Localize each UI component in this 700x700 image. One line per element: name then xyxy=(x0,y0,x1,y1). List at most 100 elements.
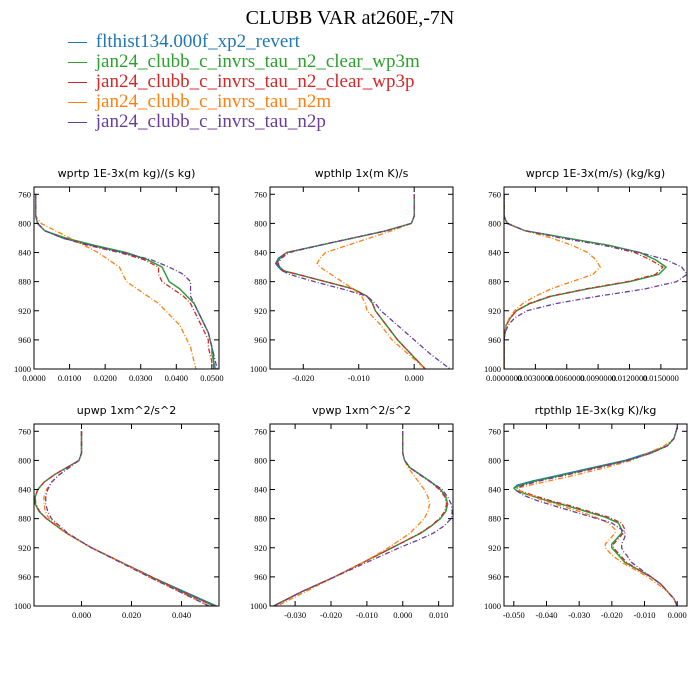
legend-label-4: jan24_clubb_c_invrs_tau_n2m xyxy=(95,91,332,112)
series-line-5 xyxy=(35,194,218,369)
x-tick-label: 0.000 xyxy=(393,610,412,620)
x-tick-label: 0.000 xyxy=(72,610,91,620)
y-tick-label: 840 xyxy=(488,248,501,258)
x-tick-label: 0.040 xyxy=(172,610,191,620)
x-tick-label: 0.0030000 xyxy=(517,373,553,383)
x-tick-label: 0.0090000 xyxy=(580,373,616,383)
legend-symbol-4: — xyxy=(67,91,88,112)
panel-frame xyxy=(503,423,688,607)
legend-entry-2: — jan24_clubb_c_invrs_tau_n2_clear_wp3m xyxy=(67,51,420,72)
y-tick-label: 800 xyxy=(18,218,31,228)
legend-label-5: jan24_clubb_c_invrs_tau_n2p xyxy=(95,111,326,132)
y-tick-label: 920 xyxy=(18,543,31,553)
legend-symbol-3: — xyxy=(67,71,88,92)
y-tick-label: 1000 xyxy=(484,364,501,374)
x-tick-label: -0.030 xyxy=(284,610,306,620)
legend-entry-3: — jan24_clubb_c_invrs_tau_n2_clear_wp3p xyxy=(67,71,414,92)
y-tick-label: 920 xyxy=(18,306,31,316)
y-tick-label: 760 xyxy=(18,189,31,199)
legend: — flthist134.000f_xp2_revert — jan24_clu… xyxy=(67,31,420,132)
y-tick-label: 840 xyxy=(254,248,267,258)
series-line-4 xyxy=(516,427,678,606)
series-line-5 xyxy=(45,431,210,606)
x-tick-label: 0.0150000 xyxy=(643,373,679,383)
y-tick-label: 800 xyxy=(254,455,267,465)
y-tick-label: 800 xyxy=(488,218,501,228)
y-tick-label: 840 xyxy=(488,485,501,495)
series-line-4 xyxy=(35,194,197,369)
figure-title: CLUBB VAR at260E,-7N xyxy=(246,7,455,29)
x-tick-label: 0.000 xyxy=(405,373,424,383)
panel-frame xyxy=(33,423,220,607)
y-tick-label: 840 xyxy=(254,485,267,495)
x-tick-label: 0.000 xyxy=(668,610,687,620)
y-tick-label: 920 xyxy=(254,543,267,553)
y-tick-label: 920 xyxy=(254,306,267,316)
series-line-5 xyxy=(277,194,451,369)
x-tick-label: 0.0300 xyxy=(129,373,152,383)
panel-title: rtpthlp 1E-3x(kg K)/kg xyxy=(535,404,657,417)
legend-entry-4: — jan24_clubb_c_invrs_tau_n2m xyxy=(67,91,331,112)
panel-title: wpthlp 1x(m K)/s xyxy=(315,167,409,180)
y-tick-label: 760 xyxy=(254,189,267,199)
y-tick-label: 760 xyxy=(488,189,501,199)
panel-frame xyxy=(269,186,454,370)
panel-title: vpwp 1xm^2/s^2 xyxy=(312,404,411,417)
y-tick-label: 1000 xyxy=(14,601,31,611)
x-tick-label: 0.0120000 xyxy=(611,373,647,383)
x-tick-label: -0.040 xyxy=(535,610,557,620)
x-tick-label: -0.010 xyxy=(634,610,656,620)
series-line-4 xyxy=(504,194,601,369)
series-line-4 xyxy=(276,431,431,606)
y-tick-label: 960 xyxy=(488,335,501,345)
y-tick-label: 840 xyxy=(18,248,31,258)
panel-lines xyxy=(35,194,218,369)
x-tick-label: 0.0000 xyxy=(22,373,45,383)
panel-lines xyxy=(513,427,678,606)
x-tick-label: 0.0060000 xyxy=(549,373,585,383)
legend-entry-5: — jan24_clubb_c_invrs_tau_n2p xyxy=(67,111,326,132)
panel-lines xyxy=(504,194,687,369)
x-tick-label: -0.020 xyxy=(320,610,342,620)
x-tick-label: -0.020 xyxy=(292,373,314,383)
y-tick-label: 1000 xyxy=(14,364,31,374)
y-tick-label: 960 xyxy=(254,335,267,345)
x-tick-label: 0.010 xyxy=(429,610,448,620)
panel-6: rtpthlp 1E-3x(kg K)/kg 760 800 840 880 920 960… xyxy=(484,404,688,620)
y-tick-label: 880 xyxy=(18,514,31,524)
x-tick-label: 0.020 xyxy=(122,610,141,620)
panel-frame xyxy=(269,423,454,607)
series-line-5 xyxy=(273,431,453,606)
y-tick-label: 760 xyxy=(18,426,31,436)
x-tick-label: 0.0200 xyxy=(93,373,116,383)
y-tick-label: 960 xyxy=(254,572,267,582)
series-line-5 xyxy=(504,194,687,369)
series-line-5 xyxy=(516,427,678,606)
y-tick-label: 800 xyxy=(254,218,267,228)
panel-4: upwp 1xm^2/s^2 760 800 840 880 920 960 1000 0.00… xyxy=(14,404,220,620)
panels: wprtp 1E-3x(m kg)/(s kg) 760 800 840 880 920 9… xyxy=(14,167,688,620)
x-tick-label: -0.020 xyxy=(601,610,623,620)
x-tick-label: -0.010 xyxy=(348,373,370,383)
panel-title: upwp 1xm^2/s^2 xyxy=(77,404,177,417)
y-tick-label: 880 xyxy=(488,514,501,524)
legend-label-2: jan24_clubb_c_invrs_tau_n2_clear_wp3m xyxy=(95,51,420,72)
panel-2: wpthlp 1x(m K)/s 760 800 840 880 920 960 1000 -0… xyxy=(250,167,454,383)
legend-symbol-2: — xyxy=(67,51,88,72)
y-tick-label: 1000 xyxy=(250,601,267,611)
y-tick-label: 840 xyxy=(18,485,31,495)
panel-lines xyxy=(274,194,451,369)
panel-1: wprtp 1E-3x(m kg)/(s kg) 760 800 840 880 920 9… xyxy=(14,167,224,383)
y-tick-label: 960 xyxy=(488,572,501,582)
y-tick-label: 880 xyxy=(254,277,267,287)
y-tick-label: 880 xyxy=(254,514,267,524)
y-tick-label: 920 xyxy=(488,306,501,316)
y-tick-label: 920 xyxy=(488,543,501,553)
y-tick-label: 960 xyxy=(18,335,31,345)
legend-entry-1: — flthist134.000f_xp2_revert xyxy=(67,31,301,52)
panel-3: wprcp 1E-3x(m/s) (kg/kg) 760 800 840 880 920 9… xyxy=(484,167,688,383)
y-tick-label: 960 xyxy=(18,572,31,582)
legend-label-1: flthist134.000f_xp2_revert xyxy=(96,31,301,52)
